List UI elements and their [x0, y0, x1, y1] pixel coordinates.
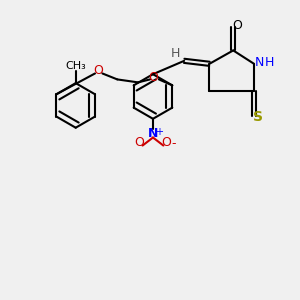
- Text: O: O: [135, 136, 145, 149]
- Text: -: -: [172, 137, 176, 150]
- Text: H: H: [265, 56, 274, 69]
- Text: N: N: [255, 56, 264, 69]
- Text: S: S: [254, 110, 263, 124]
- Text: O: O: [161, 136, 171, 149]
- Text: +: +: [155, 127, 164, 136]
- Text: O: O: [148, 70, 158, 83]
- Text: CH₃: CH₃: [65, 61, 86, 71]
- Text: N: N: [148, 127, 158, 140]
- Text: O: O: [93, 64, 103, 77]
- Text: H: H: [171, 47, 180, 60]
- Text: O: O: [233, 19, 243, 32]
